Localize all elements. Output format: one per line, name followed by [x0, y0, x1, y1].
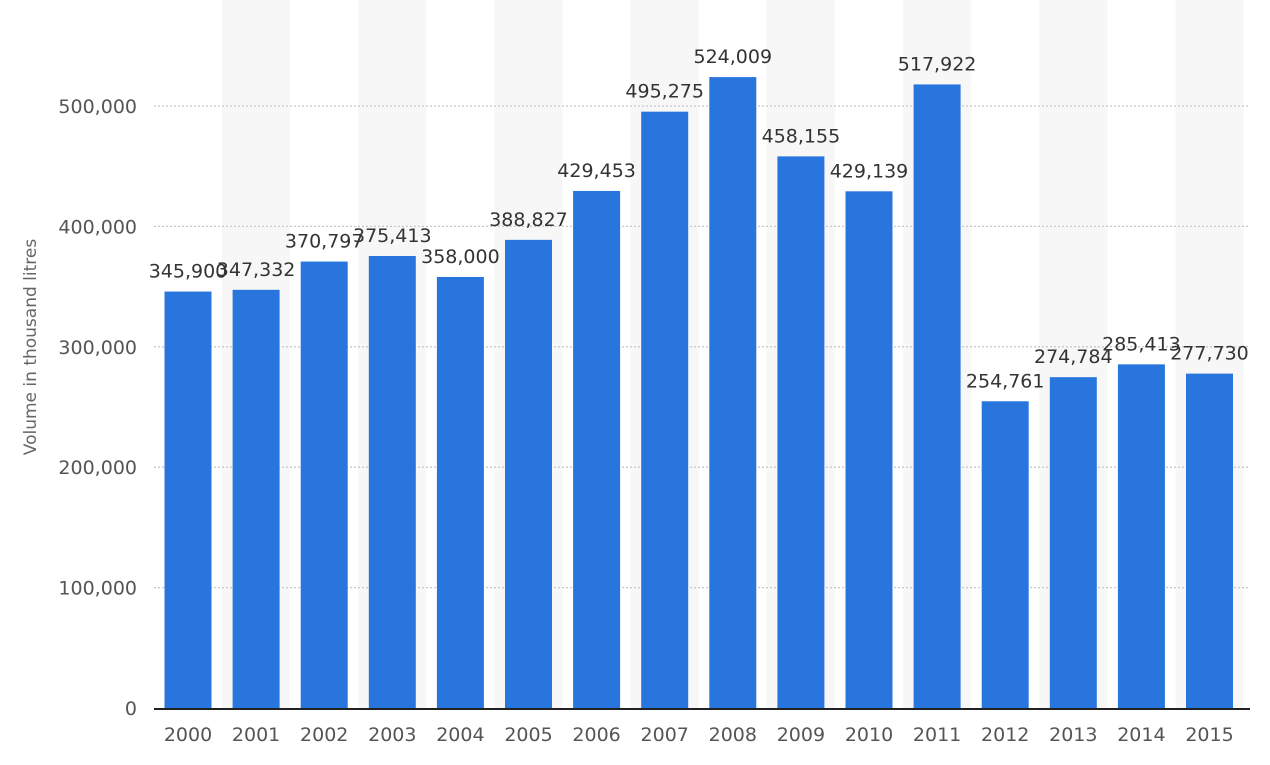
x-tick-label-2003: 2003: [368, 724, 416, 746]
x-tick-label-2001: 2001: [232, 724, 280, 746]
data-label-2002: 370,797: [285, 231, 364, 253]
x-tick-label-2008: 2008: [709, 724, 757, 746]
data-label-2011: 517,922: [898, 53, 977, 75]
data-label-2003: 375,413: [353, 225, 432, 247]
data-label-2013: 274,784: [1034, 346, 1113, 368]
x-tick-label-2004: 2004: [436, 724, 484, 746]
data-label-2005: 388,827: [489, 209, 568, 231]
x-tick-label-2013: 2013: [1049, 724, 1097, 746]
data-label-2004: 358,000: [421, 246, 500, 268]
data-label-2014: 285,413: [1102, 333, 1181, 355]
y-tick-label: 200,000: [58, 457, 137, 479]
bar-2005: [505, 239, 552, 708]
data-label-2000: 345,900: [149, 261, 228, 283]
bar-2006: [573, 190, 621, 708]
data-label-2007: 495,275: [625, 81, 704, 103]
bar-2008: [709, 77, 757, 709]
bar-2009: [777, 156, 825, 709]
bar-2000: [164, 291, 212, 708]
bar-2015: [1186, 373, 1233, 708]
x-tick-label-2002: 2002: [300, 724, 348, 746]
y-tick-label: 100,000: [58, 578, 137, 600]
bar-2014: [1117, 364, 1165, 708]
y-axis-ticks: 0 100,000 200,000 300,000 400,000 500,000: [58, 96, 137, 720]
data-label-2012: 254,761: [966, 370, 1045, 392]
bar-2004: [436, 276, 484, 708]
x-tick-label-2011: 2011: [913, 724, 961, 746]
data-label-2006: 429,453: [557, 160, 636, 182]
y-tick-label: 0: [125, 698, 137, 720]
x-axis-ticks: 2000 2001 2002 2003 2004 2005 2006 2007 2008 2009…: [164, 724, 1234, 746]
bar-2011: [913, 84, 961, 708]
y-tick-label: 500,000: [58, 96, 137, 118]
data-label-2010: 429,139: [830, 160, 909, 182]
bar-2012: [981, 401, 1029, 708]
data-label-2008: 524,009: [694, 46, 773, 68]
x-tick-label-2010: 2010: [845, 724, 893, 746]
data-label-2015: 277,730: [1170, 343, 1249, 365]
x-tick-label-2014: 2014: [1117, 724, 1165, 746]
bars: [164, 77, 1233, 709]
data-label-2009: 458,155: [762, 125, 841, 147]
bar-2001: [232, 289, 280, 708]
x-tick-label-2000: 2000: [164, 724, 212, 746]
y-tick-label: 400,000: [58, 216, 137, 238]
data-label-2001: 347,332: [217, 259, 296, 281]
x-tick-label-2012: 2012: [981, 724, 1029, 746]
x-tick-label-2015: 2015: [1185, 724, 1233, 746]
bar-2013: [1049, 377, 1097, 708]
x-tick-label-2009: 2009: [777, 724, 825, 746]
bar-2010: [845, 191, 893, 708]
y-tick-label: 300,000: [58, 337, 137, 359]
bar-2007: [641, 111, 689, 708]
bar-2003: [368, 256, 416, 708]
bar-2002: [300, 261, 348, 708]
y-axis-title: Volume in thousand litres: [21, 239, 41, 456]
x-tick-label-2006: 2006: [572, 724, 620, 746]
x-tick-label-2007: 2007: [641, 724, 689, 746]
x-tick-label-2005: 2005: [504, 724, 552, 746]
